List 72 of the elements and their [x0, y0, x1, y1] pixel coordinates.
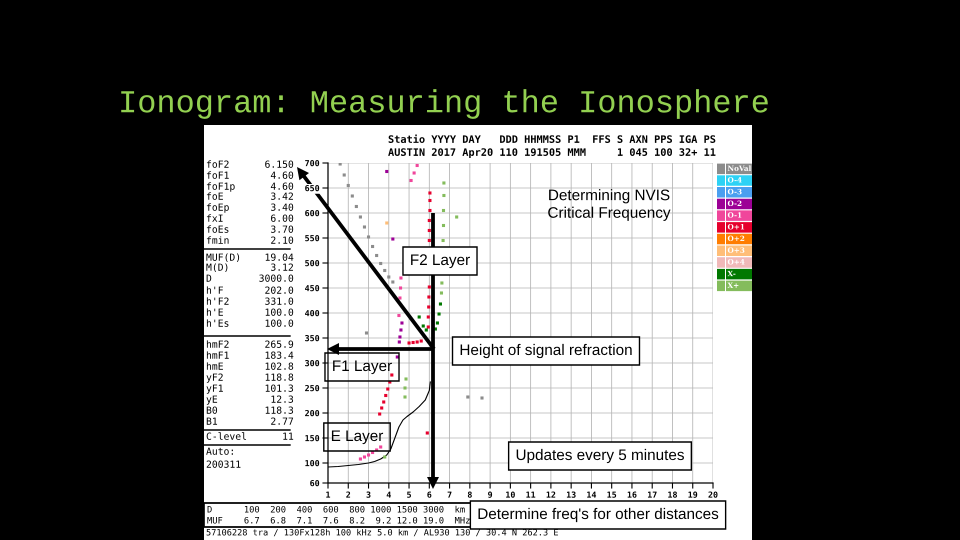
y-tick-label: 60: [310, 480, 320, 486]
text: B0 118.3: [206, 406, 294, 414]
text: MUF 6.7 6.8 7.1 7.6 8.2 9.2 12.0 19.0 MHz: [207, 516, 470, 524]
text: foF1 4.60: [206, 171, 294, 179]
x-tick-label: 4: [386, 492, 391, 498]
text: yF1 101.3: [206, 384, 294, 394]
y-tick-label: 350: [305, 334, 320, 342]
text: yE 12.3: [206, 395, 294, 405]
x-tick-label: 9: [488, 492, 492, 498]
y-tick-label: 550: [305, 234, 320, 242]
x-tick-label: 10: [506, 491, 515, 498]
text: Auto:: [206, 448, 233, 455]
text: B1 2.77: [206, 417, 294, 425]
text: foEs 3.70: [206, 225, 294, 233]
text: fmin 2.10: [206, 236, 294, 244]
text: D 3000.0: [206, 274, 294, 282]
text: Statio YYYY DAY DDD HHMMSS P1 FFS S AXN PPS IGA PS: [388, 134, 716, 143]
x-tick-label: 7: [448, 492, 452, 498]
y-tick-label: 100: [305, 460, 320, 466]
text: hmE 102.8: [206, 362, 294, 370]
chart-title: Ionogram: Measuring the Ionosphere: [121, 89, 768, 119]
x-tick-label: 11: [526, 492, 536, 498]
text: h'F2 331.0: [206, 297, 294, 305]
text: h'Es 100.0: [206, 319, 294, 327]
text: h'E 100.0: [206, 308, 294, 316]
text: foE 3.42: [206, 192, 293, 200]
x-tick-label: 14: [587, 492, 596, 498]
x-tick-label: 8: [468, 491, 472, 498]
text: foF1p 4.60: [206, 182, 294, 192]
x-tick-label: 15: [607, 492, 616, 498]
text: AUSTIN 2017 Apr20 110 191505 MMM 1 045 100 32+ 11: [388, 148, 716, 158]
y-tick-label: 400: [305, 310, 320, 316]
text: h'F 202.0: [206, 286, 294, 294]
x-tick-label: 1: [326, 492, 330, 498]
x-tick-label: 3: [366, 491, 370, 498]
text: foF2 6.150: [206, 160, 294, 168]
x-tick-label: 16: [628, 491, 637, 498]
text: foEp 3.40: [206, 203, 294, 213]
y-tick-label: 250: [305, 384, 320, 392]
text: hmF1 183.4: [206, 351, 294, 359]
y-tick-label: 150: [305, 434, 320, 442]
y-tick-label: 650: [305, 184, 320, 192]
y-tick-label: 600: [305, 210, 320, 216]
text: fxI 6.00: [206, 214, 294, 222]
y-tick-label: 200: [305, 410, 320, 416]
text: D 100 200 400 600 800 1000 1500 3000 km: [208, 506, 465, 513]
y-tick-label: 500: [305, 260, 320, 266]
x-tick-label: 5: [407, 492, 411, 498]
annotation: Updates every 5 minutes: [516, 448, 684, 464]
x-tick-label: 18: [668, 491, 677, 498]
text: MUF(D) 19.04: [206, 253, 294, 262]
text: hmF2 265.9: [206, 340, 294, 348]
x-tick-label: 17: [648, 492, 657, 498]
y-tick-label: 300: [305, 360, 320, 366]
x-tick-label: 13: [566, 491, 576, 498]
y-tick-label: 700: [305, 160, 320, 166]
text: yF2 118.8: [206, 373, 294, 383]
annotation: F1 Layer: [333, 360, 392, 374]
x-tick-label: 2: [346, 491, 350, 498]
x-tick-label: 6: [427, 491, 432, 498]
y-tick-label: 450: [305, 284, 320, 292]
text: 200311: [206, 460, 240, 468]
x-tick-label: 12: [546, 491, 556, 498]
annotation: Height of signal refraction: [460, 344, 632, 358]
annotation: E Layer: [332, 430, 384, 444]
annotation: F2 Layer: [411, 254, 470, 268]
text: M(D) 3.12: [206, 263, 293, 272]
annotation: Determining NVIS Critical Frequency: [548, 189, 671, 221]
x-tick-label: 20: [708, 491, 718, 498]
text: Determine freq's for other distances: [478, 508, 718, 522]
text: C-level 11: [206, 432, 294, 440]
x-tick-label: 19: [688, 492, 698, 498]
